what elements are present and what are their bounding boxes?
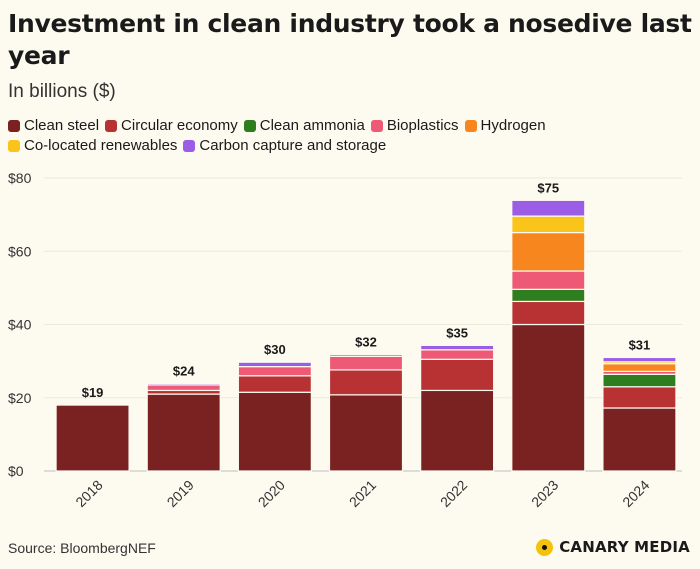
x-tick-label: 2021: [346, 477, 379, 510]
bar-total-label: $30: [264, 342, 286, 357]
bar-segment-clean-steel-2019: [146, 393, 221, 472]
legend-item-clean-ammonia: Clean ammonia: [243, 117, 365, 134]
bar-segment-circular-economy-2023: [511, 300, 586, 326]
legend-swatch: [183, 139, 196, 152]
chart-subtitle: In billions ($): [8, 81, 116, 102]
bar-segment-carbon-capture-and-storage-2020: [237, 361, 312, 368]
bar-total-label: $24: [173, 363, 195, 378]
legend-swatch: [8, 119, 20, 132]
bar-segment-bioplastics-2019: [146, 384, 221, 392]
bar-segment-clean-steel-2024: [602, 407, 677, 472]
bar-segment-carbon-capture-and-storage-2022: [420, 344, 495, 351]
bar-segment-co-located-renewables-2023: [511, 215, 586, 234]
legend-swatch: [8, 139, 20, 152]
bar-total-label: $75: [537, 180, 559, 195]
legend-label: Bioplastics: [386, 117, 459, 134]
legend-label: Co-located renewables: [24, 137, 178, 154]
bar-segment-clean-steel-2020: [237, 391, 312, 472]
bar-segment-clean-steel-2021: [328, 394, 404, 472]
canary-logo-icon: [536, 538, 554, 556]
x-tick-label: 2022: [437, 477, 470, 510]
legend-item-hydrogen: Hydrogen: [464, 117, 546, 134]
legend-item-clean-steel: Clean steel: [8, 117, 99, 134]
y-tick-label: $40: [8, 317, 32, 333]
legend-swatch: [464, 119, 477, 132]
bar-total-label: $32: [355, 335, 377, 350]
legend-label: Clean steel: [24, 117, 100, 134]
bar-total-label: $35: [446, 325, 468, 340]
bar-segment-clean-steel-2018: [55, 404, 130, 472]
bar-segment-hydrogen-2024: [602, 363, 677, 372]
legend-item-co-located-renewables: Co-located renewables: [8, 137, 177, 154]
x-tick-label: 2018: [72, 477, 105, 510]
stacked-bar-chart: $0 $20 $40 $60 $80 $19 2018 $24 2019 $30 2020 $32 20…: [8, 170, 682, 510]
bar-segment-bioplastics-2022: [420, 349, 495, 360]
legend-swatch: [243, 119, 256, 132]
bar-segment-bioplastics-2023: [511, 270, 586, 290]
legend-item-circular-economy: Circular economy: [105, 117, 238, 134]
y-tick-label: $60: [8, 243, 32, 259]
brand-logo: CANARY MEDIA: [536, 538, 690, 556]
x-tick-label: 2020: [255, 477, 288, 510]
bar-segment-carbon-capture-and-storage-2019: [146, 382, 221, 386]
legend-label: Hydrogen: [480, 117, 546, 134]
x-tick-label: 2023: [528, 477, 561, 510]
x-tick-label: 2024: [619, 477, 652, 510]
legend-label: Clean ammonia: [259, 117, 365, 134]
bar-segment-circular-economy-2020: [237, 375, 312, 393]
bar-segment-bioplastics-2021: [328, 355, 404, 371]
bar-segment-bioplastics-2020: [237, 366, 312, 377]
legend: Clean steel Circular economy Clean ammonia…: [8, 117, 628, 154]
x-tick-label: 2019: [164, 477, 197, 510]
brand-name: CANARY MEDIA: [559, 538, 690, 556]
bar-segment-circular-economy-2024: [602, 386, 677, 409]
legend-item-carbon-capture-and-storage: Carbon capture and storage: [183, 137, 386, 154]
chart-title: Investment in clean industry took a nose…: [8, 9, 692, 70]
legend-swatch: [105, 119, 118, 132]
y-tick-label: $80: [8, 170, 32, 186]
y-tick-label: $20: [8, 390, 32, 406]
legend-label: Circular economy: [121, 117, 238, 134]
bar-segment-circular-economy-2021: [328, 369, 404, 396]
legend-label: Carbon capture and storage: [199, 137, 387, 154]
bar-segment-circular-economy-2022: [420, 358, 495, 392]
bar-segment-clean-steel-2023: [511, 323, 586, 472]
bar-segment-carbon-capture-and-storage-2024: [602, 356, 677, 363]
bar-total-label: $19: [82, 385, 104, 400]
source-note: Source: BloombergNEF: [8, 540, 156, 556]
bar-segment-carbon-capture-and-storage-2021: [328, 353, 404, 357]
bar-segment-hydrogen-2023: [511, 231, 586, 272]
bar-total-label: $31: [629, 337, 651, 352]
legend-item-bioplastics: Bioplastics: [370, 117, 459, 134]
bar-segment-clean-ammonia-2023: [511, 288, 586, 303]
legend-swatch: [370, 119, 383, 132]
bar-segment-clean-steel-2022: [420, 389, 495, 472]
bar-segment-clean-ammonia-2024: [602, 373, 677, 388]
bar-segment-carbon-capture-and-storage-2023: [511, 199, 586, 217]
y-tick-label: $0: [8, 463, 24, 479]
